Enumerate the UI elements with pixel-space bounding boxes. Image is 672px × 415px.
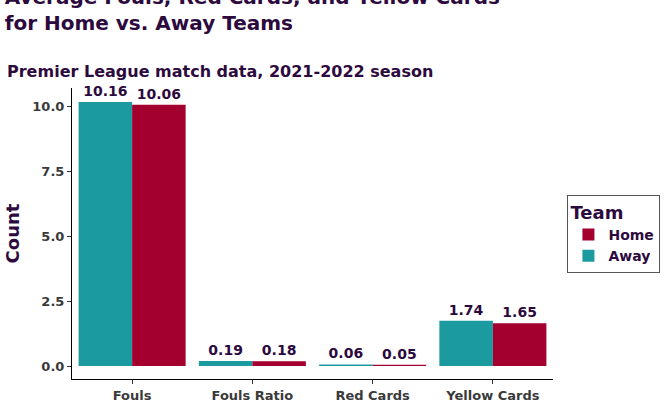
svg-text:1.65: 1.65: [502, 304, 537, 320]
svg-text:10.0: 10.0: [32, 99, 64, 114]
svg-text:0.0: 0.0: [41, 359, 64, 374]
svg-text:10.16: 10.16: [83, 83, 127, 99]
svg-text:0.05: 0.05: [382, 346, 417, 362]
svg-text:1.74: 1.74: [449, 302, 484, 318]
svg-text:Home: Home: [608, 227, 653, 243]
svg-text:Premier League match data, 202: Premier League match data, 2021-2022 sea…: [7, 62, 433, 81]
svg-text:2.5: 2.5: [41, 294, 64, 309]
svg-text:0.06: 0.06: [329, 345, 364, 361]
svg-text:10.06: 10.06: [137, 86, 181, 102]
svg-text:Yellow Cards: Yellow Cards: [445, 388, 539, 403]
svg-text:0.18: 0.18: [262, 342, 297, 358]
svg-text:Count: Count: [2, 203, 23, 263]
svg-text:Team: Team: [570, 202, 623, 223]
svg-text:Away: Away: [608, 248, 650, 264]
svg-text:Fouls: Fouls: [113, 388, 152, 403]
svg-text:0.19: 0.19: [208, 342, 243, 358]
svg-text:5.0: 5.0: [41, 229, 64, 244]
svg-text:7.5: 7.5: [41, 164, 64, 179]
svg-text:Red Cards: Red Cards: [335, 388, 410, 403]
svg-text:Average Fouls, Red Cards, and: Average Fouls, Red Cards, and Yellow Car…: [5, 0, 500, 35]
svg-text:Fouls Ratio: Fouls Ratio: [212, 388, 294, 403]
